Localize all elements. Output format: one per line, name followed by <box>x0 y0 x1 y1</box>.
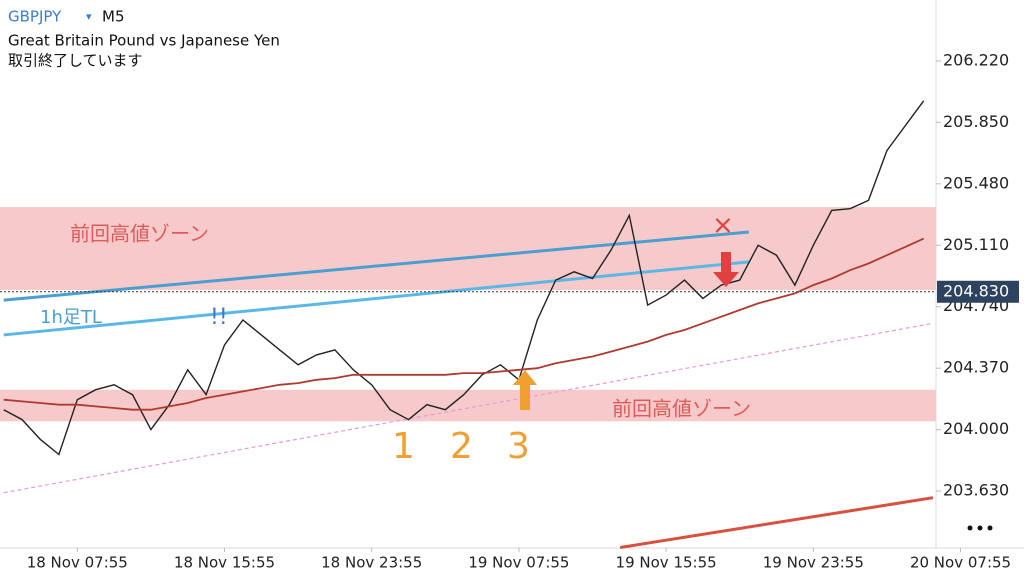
symbol-menu[interactable]: ▾ <box>86 10 92 23</box>
y-tick-label: 204.370 <box>943 358 1009 377</box>
zone-label: 前回高値ゾーン <box>612 397 751 421</box>
x-tick-label: 19 Nov 07:55 <box>468 554 569 572</box>
y-tick-label: 204.000 <box>943 419 1009 438</box>
trendline <box>619 496 934 549</box>
y-tick-label: 206.220 <box>943 50 1009 69</box>
current-price-box <box>937 280 1019 303</box>
current-price-label: 204.830 <box>943 281 1009 300</box>
series-line <box>3 237 925 411</box>
annotation: × <box>712 211 734 241</box>
x-tick-label: 20 Nov 07:55 <box>910 554 1011 572</box>
x-tick-label: 18 Nov 07:55 <box>27 554 128 572</box>
x-tick-label: 19 Nov 15:55 <box>616 554 717 572</box>
x-tick-label: 18 Nov 23:55 <box>321 554 422 572</box>
annotation: !! <box>210 305 228 330</box>
annotation: 2 <box>450 426 473 467</box>
y-tick-label: 205.110 <box>943 235 1009 254</box>
timeframe[interactable]: M5 <box>102 8 125 26</box>
zone <box>0 389 936 422</box>
trendline <box>3 322 934 494</box>
chart-subtitle: 取引終了しています <box>8 52 143 70</box>
x-tick-label: 19 Nov 23:55 <box>763 554 864 572</box>
series-line <box>3 100 925 456</box>
annotation: 1h足TL <box>40 307 102 328</box>
menu-dots[interactable] <box>967 525 993 531</box>
y-tick-label: 205.480 <box>943 173 1009 192</box>
x-tick-label: 18 Nov 15:55 <box>174 554 275 572</box>
up-arrow <box>513 370 537 410</box>
zone-label: 前回高値ゾーン <box>70 222 209 246</box>
chart-title: Great Britain Pound vs Japanese Yen <box>8 32 280 50</box>
y-tick-label: 205.850 <box>943 112 1009 131</box>
down-arrow <box>713 252 739 287</box>
symbol[interactable]: GBPJPY <box>8 8 62 26</box>
y-tick-label: 203.630 <box>943 481 1009 500</box>
zone <box>0 207 936 291</box>
trendline <box>3 230 750 302</box>
annotation: 1 <box>392 426 415 467</box>
trendline <box>3 260 750 337</box>
annotation: 3 <box>507 426 530 467</box>
